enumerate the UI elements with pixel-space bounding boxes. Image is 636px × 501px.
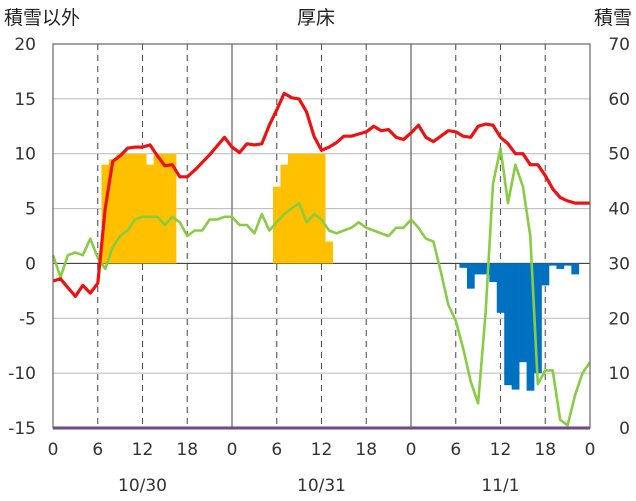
precipitation-bar [571, 263, 580, 275]
left-tick-label: 15 [14, 90, 36, 110]
right-tick-label: 10 [608, 364, 630, 384]
right-tick-label: 50 [608, 145, 630, 165]
chart-title: 厚床 [297, 7, 335, 29]
sunshine-bar [123, 153, 132, 264]
precipitation-bar [511, 263, 520, 390]
x-tick-label: 18 [534, 440, 556, 460]
x-tick-label: 0 [48, 440, 59, 460]
precipitation-bar [466, 263, 475, 289]
precipitation-bar [489, 263, 498, 283]
sunshine-bar [146, 164, 154, 264]
sunshine-bar [131, 153, 140, 264]
precipitation-bar [519, 263, 527, 363]
left-tick-label: 10 [14, 145, 36, 165]
precipitation-bar [481, 263, 490, 275]
x-tick-label: 6 [271, 440, 282, 460]
right-tick-label: 40 [608, 200, 630, 220]
plot-border [52, 43, 591, 429]
precipitation-bar [504, 263, 512, 386]
precipitation-bar [563, 263, 572, 266]
right-tick-label: 20 [608, 309, 630, 329]
x-tick-label: 6 [92, 440, 103, 460]
x-tick-label: 12 [490, 440, 512, 460]
right-tick-label: 60 [608, 90, 630, 110]
left-tick-label: 0 [25, 254, 36, 274]
x-tick-label: 0 [406, 440, 417, 460]
left-tick-label: -15 [8, 419, 36, 439]
sunshine-bar [138, 153, 147, 264]
x-tick-label: 6 [450, 440, 461, 460]
sunshine-bar [317, 153, 326, 264]
sunshine-bar [108, 159, 117, 264]
sunshine-bar [310, 153, 319, 264]
precipitation-bar [496, 263, 505, 313]
snow-depth-line [51, 146, 592, 427]
precipitation-bar [541, 263, 550, 286]
plot-frame [52, 43, 591, 430]
sunshine-bar [116, 153, 125, 264]
left-tick-label: 5 [25, 200, 36, 220]
left-tick-label: -5 [19, 309, 36, 329]
precipitation-bar [474, 263, 483, 275]
right-tick-label: 30 [608, 254, 630, 274]
left-tick-label: 20 [14, 35, 36, 55]
date-label: 11/1 [481, 476, 519, 496]
date-label: 10/30 [118, 476, 167, 496]
series-lines [51, 91, 592, 427]
x-tick-label: 0 [585, 440, 596, 460]
precipitation-bar [556, 263, 565, 269]
sunshine-bar [325, 241, 333, 264]
x-tick-label: 12 [132, 440, 154, 460]
temperature-line [52, 91, 590, 298]
date-label: 10/31 [297, 476, 346, 496]
right-axis-title: 積雪 [594, 7, 632, 29]
x-tick-label: 18 [176, 440, 198, 460]
precipitation-bar [459, 263, 468, 268]
precipitation-bars [459, 263, 580, 391]
x-tick-label: 18 [355, 440, 377, 460]
sunshine-bar [295, 153, 304, 264]
precipitation-bar [534, 263, 542, 374]
x-tick-label: 0 [227, 440, 238, 460]
sunshine-bar [168, 153, 177, 264]
sunshine-bar [302, 153, 311, 264]
precipitation-bar [548, 263, 557, 266]
sunshine-bar [153, 153, 162, 264]
x-tick-label: 12 [311, 440, 333, 460]
precipitation-bar [526, 263, 535, 391]
left-axis-title: 積雪以外 [4, 7, 80, 29]
sunshine-bar [161, 153, 169, 264]
right-tick-label: 0 [619, 419, 630, 439]
left-tick-label: -10 [8, 364, 36, 384]
sunshine-bar [273, 186, 281, 264]
right-tick-label: 70 [608, 35, 630, 55]
